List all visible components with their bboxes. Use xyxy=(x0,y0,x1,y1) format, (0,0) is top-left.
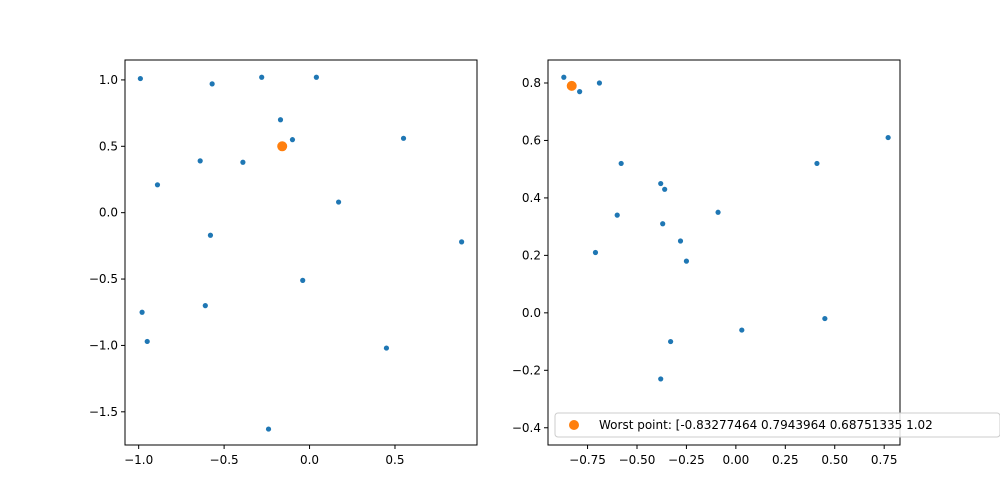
x-tick-label: 0.50 xyxy=(821,453,848,467)
x-tick-label: −0.75 xyxy=(569,453,606,467)
data-point xyxy=(137,75,143,82)
y-tick-label: 0.6 xyxy=(522,133,541,147)
data-point xyxy=(207,232,214,238)
data-point xyxy=(677,238,684,244)
subplot-2: −0.75 −0.50 −0.25 0.00 0.25 0.50 0.75 −0.4 −0.2 0… xyxy=(512,59,1000,467)
y-tick-label: −0.5 xyxy=(89,272,118,286)
x-tick-label: 0.00 xyxy=(723,453,750,467)
data-point xyxy=(144,338,150,345)
y-tick-label: −0.4 xyxy=(512,421,541,435)
y-tick-label: −1.0 xyxy=(89,338,118,352)
data-point xyxy=(662,186,668,192)
x-tick-label: 0.5 xyxy=(385,453,404,467)
worst-point xyxy=(277,141,288,152)
data-point xyxy=(197,158,203,164)
data-point xyxy=(885,134,891,141)
worst-point xyxy=(566,80,577,91)
data-point xyxy=(259,74,265,80)
data-point xyxy=(660,221,666,227)
data-point xyxy=(683,258,690,264)
data-point xyxy=(739,327,745,333)
data-point xyxy=(822,315,828,322)
legend-label: Worst point: [-0.83277464 0.7943964 0.68… xyxy=(599,418,933,432)
legend-box xyxy=(554,412,1000,438)
y-tick-label: 1.0 xyxy=(99,73,118,87)
y-tick-label: 0.4 xyxy=(522,191,541,205)
axes-frame xyxy=(124,59,478,446)
data-point xyxy=(459,239,465,245)
y-tick-label: −1.5 xyxy=(89,405,118,419)
data-point xyxy=(240,159,246,165)
data-point xyxy=(202,303,208,309)
y-tick-label: 0.0 xyxy=(522,306,541,320)
data-point xyxy=(154,182,161,188)
y-tick-label: 0.5 xyxy=(99,139,118,153)
subplot-1: −1.0 −0.5 0.0 0.5 −1.5 −1.0 −0.5 0.0 0.5 1.0 xyxy=(89,59,478,467)
data-point xyxy=(614,212,620,218)
data-point xyxy=(658,180,664,187)
data-point xyxy=(596,80,603,86)
axes-frame xyxy=(547,59,901,446)
data-point xyxy=(300,277,306,283)
x-tick-label: −0.5 xyxy=(210,453,239,467)
legend-marker xyxy=(569,420,579,430)
data-point xyxy=(209,81,215,87)
data-point xyxy=(715,209,721,215)
data-point xyxy=(577,89,583,95)
data-point xyxy=(592,249,599,256)
data-point xyxy=(265,426,272,432)
data-point xyxy=(277,117,284,123)
data-point xyxy=(400,135,407,141)
data-point xyxy=(383,345,390,351)
x-tick-label: −0.25 xyxy=(668,453,705,467)
data-point xyxy=(814,160,820,167)
data-point xyxy=(313,74,319,80)
data-point xyxy=(561,74,567,80)
y-tick-label: 0.2 xyxy=(522,248,541,262)
x-tick-label: −0.50 xyxy=(619,453,656,467)
data-point xyxy=(335,199,342,205)
x-tick-label: 0.75 xyxy=(871,453,898,467)
y-tick-label: 0.0 xyxy=(99,206,118,220)
x-tick-label: 0.25 xyxy=(772,453,799,467)
y-tick-label: −0.2 xyxy=(512,363,541,377)
x-tick-label: −1.0 xyxy=(124,453,153,467)
x-tick-label: 0.0 xyxy=(300,453,319,467)
data-point xyxy=(658,376,664,382)
legend: Worst point: [-0.83277464 0.7943964 0.68… xyxy=(554,412,1000,438)
data-point xyxy=(139,309,145,315)
y-tick-label: 0.8 xyxy=(522,76,541,90)
data-point xyxy=(289,137,296,143)
data-point xyxy=(668,338,674,345)
data-point xyxy=(618,160,624,167)
